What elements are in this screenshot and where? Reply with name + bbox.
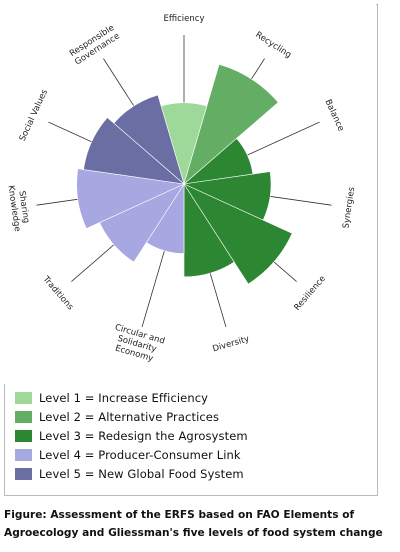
figure-caption: Figure: Assessment of the ERFS based on … [4,506,400,542]
axis-label-text: Efficiency [164,14,205,24]
axis-label-text: Sharing [16,190,31,224]
sector-recycling [183,63,279,185]
sector-social-values [83,117,185,185]
caption-line-1: Figure: Assessment of the ERFS based on … [4,509,355,521]
sector-resilience [183,183,293,285]
legend-label-level-3: Level 3 = Redesign the Agrosystem [39,428,248,443]
legend-item-level-5: Level 5 = New Global Food System [15,465,315,484]
legend-swatch-level-5 [15,468,32,481]
legend-item-level-2: Level 2 = Alternative Practices [15,407,315,426]
sector-responsible-governance [113,94,185,185]
caption-line-2: Agroecology and Gliessman's five levels … [4,527,383,539]
legend-swatch-level-3 [15,429,32,442]
sector-diversity [183,182,235,278]
legend-label-level-2: Level 2 = Alternative Practices [39,409,220,424]
legend-label-level-4: Level 4 = Producer-Consumer Link [39,448,241,463]
polar-area-chart: EfficiencyRecyclingBalanceSynergiesResil… [4,4,376,384]
legend-label-level-1: Level 1 = Increase Efficiency [39,390,209,405]
axis-label-efficiency: Efficiency [164,14,205,24]
legend-item-level-3: Level 3 = Redesign the Agrosystem [15,426,315,445]
chart-sectors [76,63,293,285]
legend-swatch-level-4 [15,449,32,462]
legend-item-level-1: Level 1 = Increase Efficiency [15,388,315,407]
legend-item-level-4: Level 4 = Producer-Consumer Link [15,446,315,465]
sector-sharing-knowledge [76,168,186,229]
legend-swatch-level-1 [15,391,32,404]
legend-swatch-level-2 [15,410,32,423]
legend: Level 1 = Increase Efficiency Level 2 = … [15,388,315,484]
legend-label-level-5: Level 5 = New Global Food System [39,467,244,482]
